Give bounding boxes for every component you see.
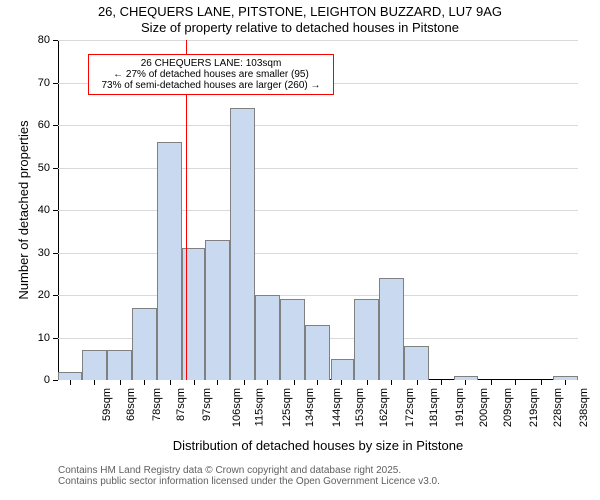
x-tick-mark: [120, 380, 121, 385]
gridline: [58, 40, 578, 41]
histogram-bar: [379, 278, 404, 380]
y-tick-label: 40: [18, 204, 50, 216]
histogram-bar: [107, 350, 132, 380]
y-tick-label: 10: [18, 332, 50, 344]
histogram-bar: [58, 372, 82, 381]
y-tick-mark: [53, 380, 58, 381]
x-tick-mark: [491, 380, 492, 385]
chart-area: 0102030405060708059sqm68sqm78sqm87sqm97s…: [58, 40, 578, 380]
histogram-bar: [205, 240, 230, 380]
x-tick-mark: [94, 380, 95, 385]
histogram-bar: [230, 108, 255, 380]
x-tick-label: 125sqm: [281, 388, 293, 427]
y-tick-mark: [53, 338, 58, 339]
x-tick-label: 209sqm: [502, 388, 514, 427]
histogram-bar: [331, 359, 355, 380]
annotation-line: ← 27% of detached houses are smaller (95…: [92, 69, 330, 80]
x-tick-label: 78sqm: [151, 388, 163, 421]
x-tick-label: 200sqm: [478, 388, 490, 427]
x-tick-mark: [170, 380, 171, 385]
gridline: [58, 253, 578, 254]
x-tick-mark: [417, 380, 418, 385]
y-tick-mark: [53, 253, 58, 254]
y-tick-mark: [53, 210, 58, 211]
y-tick-mark: [53, 168, 58, 169]
x-tick-mark: [70, 380, 71, 385]
y-tick-mark: [53, 83, 58, 84]
histogram-bar: [280, 299, 305, 380]
x-tick-mark: [341, 380, 342, 385]
x-tick-label: 97sqm: [201, 388, 213, 421]
x-tick-mark: [194, 380, 195, 385]
y-tick-label: 60: [18, 119, 50, 131]
histogram-bar: [157, 142, 182, 380]
y-tick-label: 50: [18, 162, 50, 174]
page: { "titles": { "line1": "26, CHEQUERS LAN…: [0, 0, 600, 500]
y-tick-label: 20: [18, 289, 50, 301]
x-tick-label: 172sqm: [405, 388, 417, 427]
x-tick-mark: [294, 380, 295, 385]
x-axis-label: Distribution of detached houses by size …: [58, 438, 578, 453]
footer-attribution: Contains HM Land Registry data © Crown c…: [58, 465, 440, 487]
x-tick-mark: [144, 380, 145, 385]
y-tick-label: 0: [18, 374, 50, 386]
histogram-bar: [305, 325, 330, 380]
x-tick-label: 68sqm: [125, 388, 137, 421]
x-tick-mark: [367, 380, 368, 385]
x-tick-mark: [441, 380, 442, 385]
histogram-bar: [404, 346, 429, 380]
x-tick-label: 238sqm: [578, 388, 590, 427]
y-tick-mark: [53, 295, 58, 296]
histogram-bar: [255, 295, 280, 380]
x-tick-mark: [317, 380, 318, 385]
x-tick-label: 87sqm: [175, 388, 187, 421]
y-tick-label: 80: [18, 34, 50, 46]
x-tick-mark: [541, 380, 542, 385]
gridline: [58, 295, 578, 296]
x-tick-label: 115sqm: [254, 388, 266, 426]
x-tick-label: 181sqm: [428, 388, 440, 427]
x-tick-label: 144sqm: [331, 388, 343, 427]
x-tick-label: 106sqm: [231, 388, 243, 427]
x-tick-mark: [465, 380, 466, 385]
histogram-bar: [354, 299, 379, 380]
x-tick-label: 59sqm: [101, 388, 113, 421]
y-tick-mark: [53, 40, 58, 41]
annotation-box: 26 CHEQUERS LANE: 103sqm← 27% of detache…: [88, 54, 334, 95]
x-tick-mark: [565, 380, 566, 385]
y-tick-label: 70: [18, 77, 50, 89]
title-line-2: Size of property relative to detached ho…: [0, 20, 600, 35]
title-line-1: 26, CHEQUERS LANE, PITSTONE, LEIGHTON BU…: [0, 4, 600, 19]
x-tick-label: 162sqm: [378, 388, 390, 427]
x-tick-mark: [515, 380, 516, 385]
x-tick-mark: [267, 380, 268, 385]
x-tick-label: 153sqm: [354, 388, 366, 427]
annotation-line: 73% of semi-detached houses are larger (…: [92, 80, 330, 91]
gridline: [58, 210, 578, 211]
y-tick-label: 30: [18, 247, 50, 259]
x-tick-label: 134sqm: [304, 388, 316, 427]
x-tick-mark: [217, 380, 218, 385]
histogram-bar: [82, 350, 107, 380]
annotation-line: 26 CHEQUERS LANE: 103sqm: [92, 58, 330, 69]
gridline: [58, 168, 578, 169]
x-tick-label: 219sqm: [528, 388, 540, 427]
y-tick-mark: [53, 125, 58, 126]
x-tick-label: 191sqm: [455, 388, 467, 427]
histogram-bar: [132, 308, 157, 380]
histogram-bar: [454, 376, 478, 380]
x-tick-label: 228sqm: [552, 388, 564, 427]
x-tick-mark: [391, 380, 392, 385]
x-tick-mark: [244, 380, 245, 385]
gridline: [58, 125, 578, 126]
